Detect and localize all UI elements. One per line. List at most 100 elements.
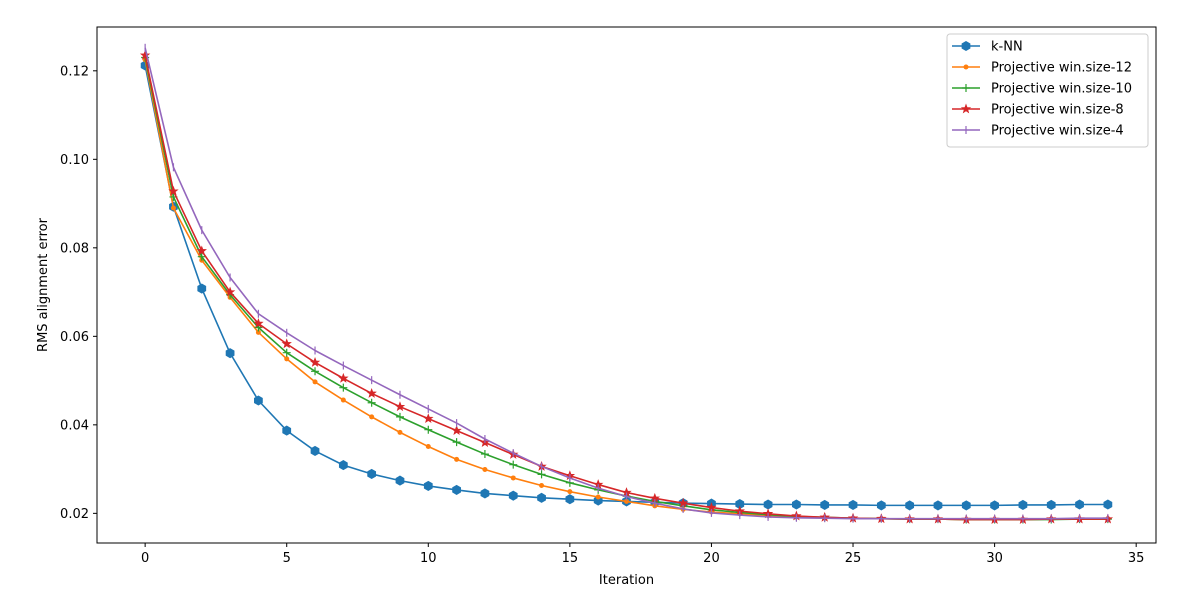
legend-label: Projective win.size-12 bbox=[991, 61, 1132, 76]
data-point bbox=[905, 500, 915, 511]
data-point bbox=[480, 450, 489, 459]
data-point bbox=[366, 387, 377, 398]
x-tick-label: 10 bbox=[420, 551, 437, 566]
series-layer bbox=[139, 43, 1114, 524]
data-point bbox=[848, 499, 858, 511]
data-point bbox=[281, 338, 292, 349]
data-point bbox=[339, 383, 348, 392]
y-tick-label: 0.12 bbox=[60, 64, 89, 79]
data-point bbox=[424, 425, 433, 434]
data-point bbox=[369, 414, 375, 420]
data-point bbox=[394, 401, 406, 412]
data-point bbox=[539, 482, 545, 488]
legend: k-NN Projective win.size-12 Projective win… bbox=[946, 33, 1149, 148]
data-point bbox=[255, 329, 261, 335]
data-point bbox=[312, 379, 318, 385]
data-point bbox=[423, 413, 434, 424]
data-point bbox=[311, 367, 320, 376]
data-point bbox=[170, 205, 176, 211]
x-tick-label: 15 bbox=[562, 551, 579, 566]
legend-item: Projective win.size-10 bbox=[952, 82, 1132, 97]
data-point bbox=[537, 492, 546, 503]
data-point bbox=[452, 484, 461, 495]
data-point bbox=[1075, 499, 1084, 510]
data-point bbox=[395, 475, 405, 486]
axes-frame bbox=[96, 26, 1157, 544]
data-point bbox=[338, 460, 348, 471]
data-point bbox=[508, 490, 518, 501]
x-tick-label: 30 bbox=[986, 551, 1003, 566]
data-point bbox=[224, 286, 236, 297]
legend-box bbox=[946, 33, 1149, 148]
data-point bbox=[309, 356, 321, 367]
data-point bbox=[340, 397, 346, 403]
data-point bbox=[933, 500, 943, 511]
data-point bbox=[196, 245, 207, 256]
data-point bbox=[537, 470, 546, 479]
data-point bbox=[480, 488, 490, 499]
data-point bbox=[254, 395, 263, 406]
data-point bbox=[565, 494, 575, 505]
data-point bbox=[792, 499, 801, 510]
data-point bbox=[482, 467, 488, 473]
data-point bbox=[197, 283, 207, 294]
legend-label: Projective win.size-10 bbox=[991, 82, 1132, 97]
x-tick-label: 0 bbox=[141, 551, 149, 566]
legend-item: k-NN bbox=[952, 40, 1023, 55]
y-tick-label: 0.02 bbox=[60, 507, 89, 522]
x-tick-label: 25 bbox=[845, 551, 862, 566]
data-point bbox=[282, 348, 291, 357]
legend-label: k-NN bbox=[991, 40, 1023, 55]
x-tick-label: 35 bbox=[1128, 551, 1145, 566]
series-4 bbox=[144, 43, 1109, 523]
x-tick-label: 5 bbox=[283, 551, 291, 566]
y-tick-label: 0.10 bbox=[60, 153, 89, 168]
data-point bbox=[197, 252, 206, 261]
data-point bbox=[567, 489, 573, 495]
data-point bbox=[763, 499, 773, 510]
legend-marker bbox=[960, 103, 972, 114]
x-tick-label: 20 bbox=[703, 551, 720, 566]
legend-item: Projective win.size-4 bbox=[952, 124, 1124, 139]
data-point bbox=[253, 318, 264, 328]
legend-label: Projective win.size-4 bbox=[991, 124, 1124, 139]
data-point bbox=[397, 429, 403, 435]
y-axis-ticks: 0.02 0.04 0.06 0.08 0.10 0.12 bbox=[60, 64, 97, 522]
y-tick-label: 0.08 bbox=[60, 241, 89, 256]
data-point bbox=[876, 500, 886, 511]
x-axis-ticks: 0 5 10 15 20 25 30 35 bbox=[141, 543, 1144, 566]
legend-marker bbox=[962, 84, 970, 92]
data-point bbox=[510, 475, 516, 481]
series-0 bbox=[140, 60, 1113, 511]
data-point bbox=[225, 348, 235, 359]
data-point bbox=[423, 480, 433, 491]
legend-marker bbox=[963, 64, 969, 70]
data-point bbox=[820, 499, 830, 511]
data-point bbox=[595, 494, 601, 500]
legend-item: Projective win.size-12 bbox=[952, 61, 1132, 76]
data-point bbox=[624, 498, 629, 504]
y-tick-label: 0.06 bbox=[60, 330, 89, 345]
data-point bbox=[961, 500, 971, 511]
data-point bbox=[367, 468, 377, 480]
data-point bbox=[282, 425, 292, 436]
data-point bbox=[1018, 499, 1028, 511]
data-point bbox=[395, 412, 404, 421]
data-point bbox=[338, 372, 349, 383]
data-point bbox=[451, 425, 462, 436]
data-point bbox=[367, 398, 376, 407]
data-point bbox=[454, 456, 460, 462]
data-point bbox=[1046, 499, 1056, 511]
data-point bbox=[509, 460, 518, 469]
y-axis-label: RMS alignment error bbox=[36, 217, 51, 352]
data-point bbox=[310, 445, 320, 457]
legend-item: Projective win.size-8 bbox=[952, 103, 1124, 118]
data-point bbox=[990, 500, 999, 511]
data-point bbox=[139, 49, 151, 60]
x-axis-label: Iteration bbox=[599, 573, 654, 588]
legend-marker bbox=[961, 40, 971, 52]
data-point bbox=[425, 444, 431, 450]
data-point bbox=[284, 356, 290, 362]
data-point bbox=[1103, 499, 1113, 510]
